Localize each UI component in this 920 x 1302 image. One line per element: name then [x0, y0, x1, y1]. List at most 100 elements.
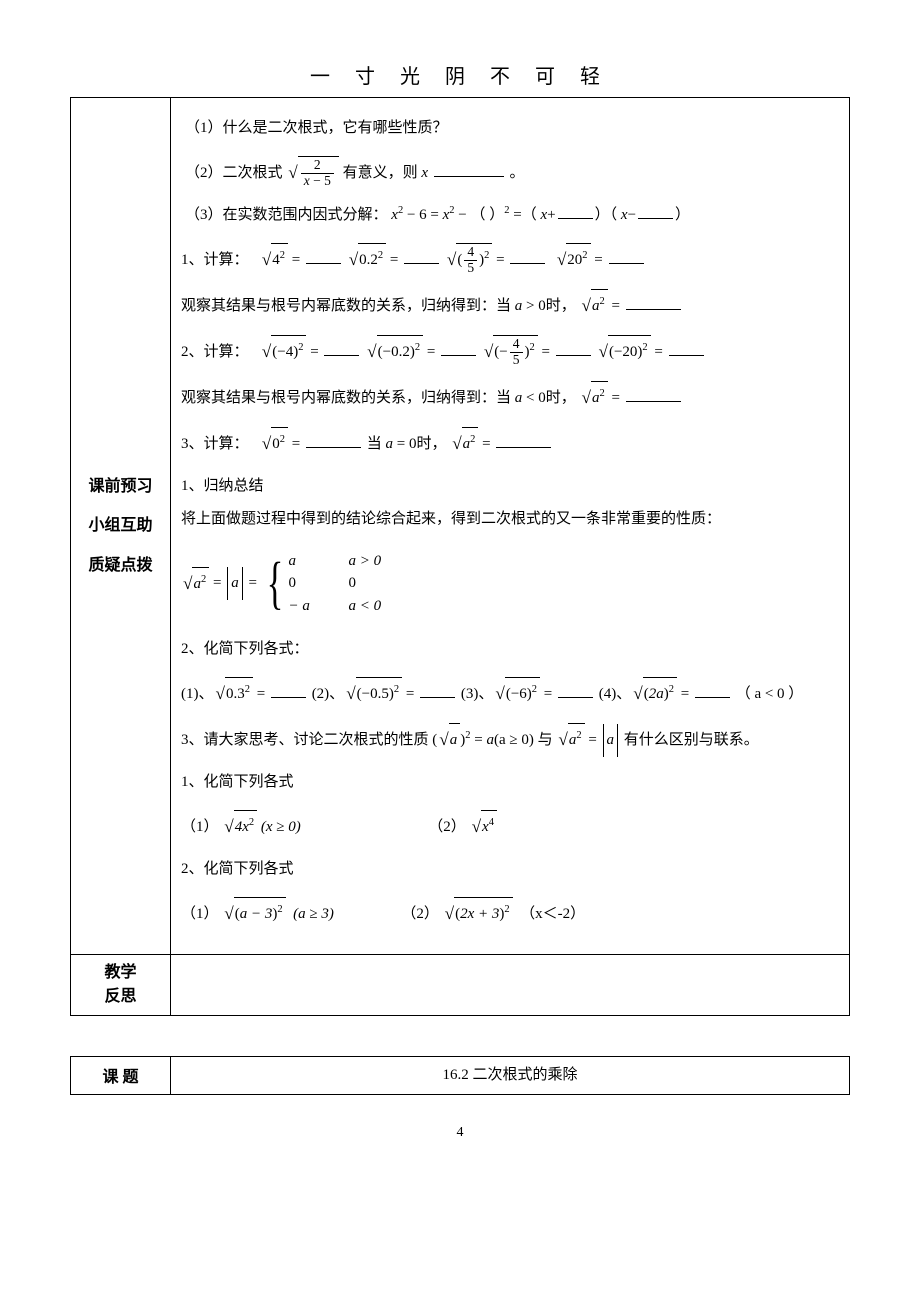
- frac-num: 2: [301, 158, 334, 174]
- lesson-table: 课 题 16.2 二次根式的乘除: [70, 1056, 850, 1095]
- sqrt-icon: (−20)2: [596, 332, 650, 370]
- sqrt-icon: a: [437, 720, 460, 758]
- sqrt-icon: (45)2: [445, 240, 492, 278]
- sqrt-icon: (2a)2: [631, 674, 677, 712]
- blank: [434, 162, 504, 177]
- q1-3-c: 6: [419, 207, 427, 223]
- ex1-items: （1） 4x2 (x ≥ 0) （2） x4: [181, 807, 839, 845]
- q1-3-c2: ）: [675, 207, 690, 223]
- q1-2-frac: 2 x − 5: [301, 158, 334, 189]
- simp-items: (1)、0.32 = (2)、(−0.5)2 = (3)、(−6)2 = (4)…: [181, 674, 839, 712]
- summary-formula: a2 = a = { aa > 0 00 − aa < 0: [181, 544, 839, 624]
- blank: [306, 249, 341, 264]
- sidebar-reflection-cell: 教学 反思: [71, 954, 171, 1015]
- blank: [510, 249, 545, 264]
- summary-title: 1、归纳总结: [181, 470, 839, 503]
- sqrt-icon: a2: [556, 720, 584, 758]
- obs1: 观察其结果与根号内幂底数的关系，归纳得到：当 a > 0时， a2 =: [181, 286, 839, 324]
- sidebar-label-group: 小组互助: [81, 513, 160, 539]
- calc1: 1、计算： 42 = 0.22 = (45)2 = 202 =: [181, 240, 839, 278]
- sqrt-icon: x4: [470, 807, 497, 845]
- sqrt-icon: (−6)2: [493, 674, 540, 712]
- sqrt-icon: 0.22: [347, 240, 386, 278]
- sqrt-icon: 42: [260, 240, 288, 278]
- obs2-pre: 观察其结果与根号内幂底数的关系，归纳得到：当: [181, 390, 515, 406]
- sqrt-icon: a2: [450, 424, 478, 462]
- blank: [695, 683, 730, 698]
- sqrt-icon: (a − 3)2: [222, 894, 285, 932]
- ex2-items: （1） (a − 3)2 (a ≥ 3) （2） (2x + 3)2 （x＜-2…: [181, 894, 839, 932]
- blank: [638, 204, 673, 219]
- calc3-label: 3、计算：: [181, 436, 249, 452]
- blank: [558, 683, 593, 698]
- q1-2: （2）二次根式 2 x − 5 有意义，则 x 。: [181, 153, 839, 191]
- q1-3-x: x: [391, 207, 398, 223]
- simp4-cond: （ a < 0 ）: [736, 686, 804, 702]
- blank: [271, 683, 306, 698]
- sqrt-icon: (2x + 3)2: [443, 894, 513, 932]
- page-header: 一 寸 光 阴 不 可 轻: [70, 60, 850, 89]
- calc1-label: 1、计算：: [181, 252, 249, 268]
- blank: [626, 295, 681, 310]
- sqrt-icon: (−0.5)2: [344, 674, 402, 712]
- sqrt-icon: 2 x − 5: [286, 153, 339, 191]
- q1-3-sup: 2: [504, 205, 509, 216]
- blank: [558, 204, 593, 219]
- sqrt-icon: 202: [555, 240, 591, 278]
- q1-1: （1）什么是二次根式，它有哪些性质？: [181, 112, 839, 145]
- calc3: 3、计算： 02 = 当 a = 0时， a2 =: [181, 424, 839, 462]
- q1-3-minus: −: [628, 207, 636, 223]
- q1-3-x4: x: [621, 207, 628, 223]
- calc2: 2、计算： (−4)2 = (−0.2)2 = (−45)2 = (−20)2 …: [181, 332, 839, 370]
- blank: [496, 433, 551, 448]
- sidebar-label-preview: 课前预习: [81, 474, 160, 500]
- sqrt-icon: 02: [260, 424, 288, 462]
- lesson-label: 课 题: [102, 1069, 138, 1086]
- obs1-var: a: [515, 298, 523, 314]
- lesson-label-cell: 课 题: [71, 1056, 171, 1094]
- blank: [404, 249, 439, 264]
- lesson-title: 16.2 二次根式的乘除: [442, 1067, 577, 1083]
- sidebar-label-qa: 质疑点拨: [81, 553, 160, 579]
- q1-3-paren: （ ）: [471, 207, 505, 223]
- sqrt-icon: a2: [181, 564, 209, 602]
- discuss: 3、请大家思考、讨论二次根式的性质 (a)2 = a(a ≥ 0) 与 a2 =…: [181, 720, 839, 758]
- blank: [609, 249, 644, 264]
- sidebar-labels-cell: 课前预习 小组互助 质疑点拨: [71, 98, 171, 955]
- content-cell: （1）什么是二次根式，它有哪些性质？ （2）二次根式 2 x − 5 有意义，则…: [171, 98, 850, 955]
- page-number: 4: [70, 1125, 850, 1141]
- ex1-title: 1、化简下列各式: [181, 766, 839, 799]
- blank: [324, 341, 359, 356]
- q1-3-c1: ）（: [595, 207, 618, 223]
- sqrt-icon: 4x2: [222, 807, 257, 845]
- simp-title: 2、化简下列各式：: [181, 633, 839, 666]
- sqrt-icon: a2: [580, 378, 608, 416]
- obs2: 观察其结果与根号内幂底数的关系，归纳得到：当 a < 0时， a2 =: [181, 378, 839, 416]
- blank: [441, 341, 476, 356]
- summary-text: 将上面做题过程中得到的结论综合起来，得到二次根式的又一条非常重要的性质：: [181, 503, 839, 536]
- q1-3: （3）在实数范围内因式分解： x2 − 6 = x2 − （ ）2 =（ x+）…: [181, 199, 839, 232]
- sqrt-icon: (−45)2: [482, 332, 538, 370]
- calc2-label: 2、计算：: [181, 344, 249, 360]
- q1-2-pre: （2）二次根式: [185, 165, 283, 181]
- sidebar-label-reflection: 教学 反思: [81, 961, 160, 1009]
- frac-den: x − 5: [301, 174, 334, 189]
- q1-2-post: 有意义，则: [343, 165, 422, 181]
- blank: [669, 341, 704, 356]
- sqrt-icon: 0.32: [214, 674, 253, 712]
- sqrt-icon: (−4)2: [260, 332, 307, 370]
- obs1-pre: 观察其结果与根号内幂底数的关系，归纳得到：当: [181, 298, 515, 314]
- reflection-content: [171, 954, 850, 1015]
- main-table: 课前预习 小组互助 质疑点拨 （1）什么是二次根式，它有哪些性质？ （2）二次根…: [70, 97, 850, 1016]
- sqrt-icon: a2: [580, 286, 608, 324]
- blank: [420, 683, 455, 698]
- ex2-title: 2、化简下列各式: [181, 853, 839, 886]
- q1-3-plus: +: [547, 207, 555, 223]
- q1-3-pre: （3）在实数范围内因式分解：: [185, 207, 388, 223]
- blank: [306, 433, 361, 448]
- blank: [556, 341, 591, 356]
- q1-3-eq: =（: [513, 207, 536, 223]
- q1-2-var: x: [421, 165, 428, 181]
- lesson-title-cell: 16.2 二次根式的乘除: [171, 1056, 850, 1094]
- q1-2-end: 。: [510, 165, 525, 181]
